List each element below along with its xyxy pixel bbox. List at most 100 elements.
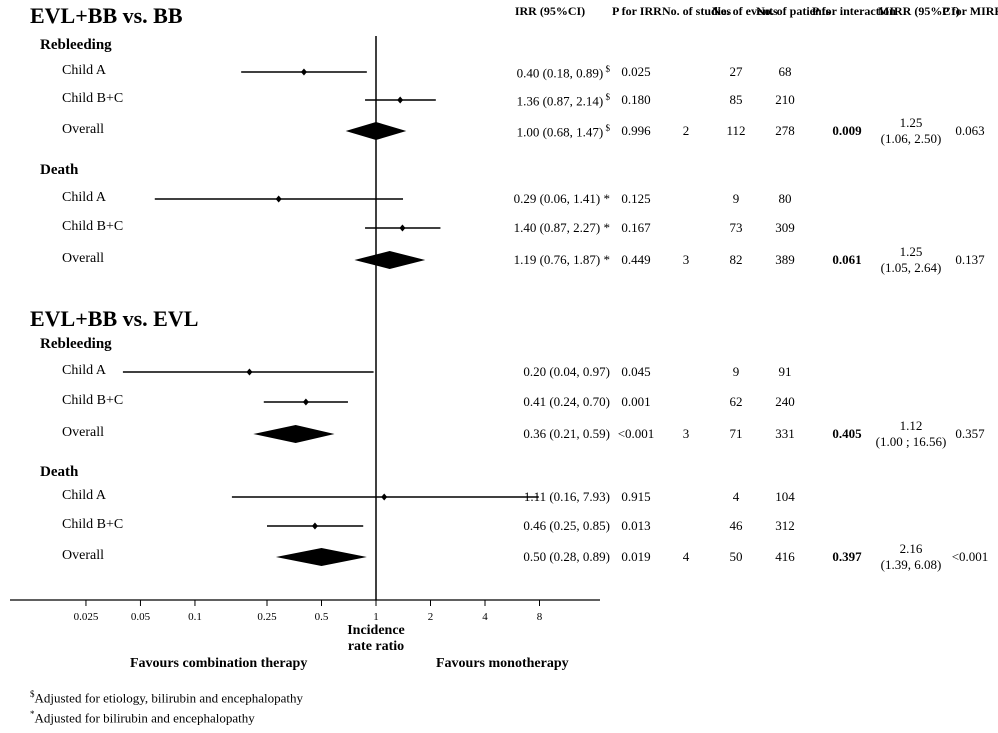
ci-text: 1.00 (0.68, 1.47) $ <box>440 123 610 140</box>
row-label: Overall <box>62 425 104 440</box>
header-studies-text: No. of studies <box>662 4 732 18</box>
section-title: EVL+BB vs. EVL <box>30 306 199 331</box>
header-irr: IRR (95%CI) <box>510 4 590 18</box>
ci-value: 1.11 (0.16, 7.93) <box>523 489 610 504</box>
events-cell: 82 <box>729 252 743 267</box>
favours-left-label: Favours combination therapy <box>130 656 308 671</box>
events-cell: 85 <box>729 92 743 107</box>
p-irr-cell: 0.013 <box>621 518 651 533</box>
p-irr-cell: 0.915 <box>621 489 651 504</box>
patients-cell: 240 <box>775 394 795 409</box>
ci-text: 0.36 (0.21, 0.59) <box>440 426 610 442</box>
events-cell: 62 <box>729 394 743 409</box>
patients-cell: 416 <box>775 549 795 564</box>
group-title: Death <box>40 464 79 480</box>
header-patients-text: No. of patients <box>756 4 831 18</box>
ci-text: 1.36 (0.87, 2.14) $ <box>440 92 610 109</box>
p-interaction-cell: 0.009 <box>832 123 862 138</box>
header-studies: No. of studies <box>662 4 731 18</box>
events-cell: 112 <box>726 123 746 138</box>
row-label: Child A <box>62 63 106 78</box>
point-estimate <box>246 368 253 376</box>
p-irr-cell: 0.996 <box>621 123 651 138</box>
footnote-2: *Adjusted for bilirubin and encephalopat… <box>30 709 255 726</box>
p-interaction-cell: 0.061 <box>832 252 862 267</box>
ci-value: 0.40 (0.18, 0.89) <box>516 65 604 81</box>
header-p-irr-text: P for IRR <box>612 4 662 18</box>
adjustment-mark: * <box>600 220 611 235</box>
header-p-irr: P for IRR <box>612 4 662 18</box>
mirr-ci: (1.00 ; 16.56) <box>875 434 947 449</box>
mirr-cell: 1.25 (1.06, 2.50) <box>872 115 950 147</box>
x-tick-label: 0.025 <box>74 611 99 623</box>
favours-right-label: Favours monotherapy <box>436 656 569 671</box>
adjustment-mark: $ <box>603 123 611 133</box>
ci-text: 0.29 (0.06, 1.41) * <box>440 191 610 207</box>
p-irr-cell: 0.001 <box>621 394 651 409</box>
p-interaction-cell: 0.397 <box>832 549 862 564</box>
mirr-value: 1.12 <box>899 418 923 433</box>
ci-text: 0.41 (0.24, 0.70) <box>440 394 610 410</box>
studies-cell: 3 <box>682 252 690 267</box>
p-irr-cell: 0.449 <box>621 252 651 267</box>
studies-cell: 3 <box>682 426 690 441</box>
point-estimate <box>302 398 309 406</box>
pooled-diamond <box>354 251 426 269</box>
row-label: Child B+C <box>62 517 124 532</box>
p-irr-cell: 0.045 <box>621 364 651 379</box>
x-tick-label: 4 <box>482 611 488 623</box>
adjustment-mark: $ <box>603 92 611 102</box>
p-irr-cell: 0.125 <box>621 191 651 206</box>
header-events-text: No. of events <box>712 4 778 18</box>
ci-value: 1.36 (0.87, 2.14) <box>516 93 604 109</box>
x-tick-label: 1 <box>373 611 379 623</box>
mirr-ci: (1.06, 2.50) <box>880 131 942 146</box>
footnote-1: $Adjusted for etiology, bilirubin and en… <box>30 689 303 706</box>
p-irr-cell: 0.019 <box>621 549 651 564</box>
p-irr-cell: <0.001 <box>617 426 655 441</box>
adjustment-mark: $ <box>603 64 611 74</box>
mirr-ci: (1.39, 6.08) <box>880 557 942 572</box>
p-mirr-cell: 0.137 <box>955 252 985 267</box>
events-cell: 71 <box>729 426 743 441</box>
row-label: Child A <box>62 190 106 205</box>
ci-value: 0.46 (0.25, 0.85) <box>523 518 610 533</box>
section-title: EVL+BB vs. BB <box>30 3 183 28</box>
p-mirr-cell: 0.357 <box>955 426 985 441</box>
mirr-cell: 1.12 (1.00 ; 16.56) <box>872 418 950 450</box>
footnote-1-text: Adjusted for etiology, bilirubin and enc… <box>34 690 303 706</box>
events-cell: 73 <box>729 220 743 235</box>
studies-cell: 4 <box>682 549 690 564</box>
p-irr-cell: 0.025 <box>621 64 651 79</box>
p-irr-cell: 0.180 <box>621 92 651 107</box>
point-estimate <box>399 224 406 232</box>
group-title: Rebleeding <box>40 37 112 53</box>
header-patients: No. of patients <box>756 4 830 18</box>
footnote-2-text: Adjusted for bilirubin and encephalopath… <box>34 710 255 726</box>
point-estimate <box>300 68 307 76</box>
header-p-mirr: P for MIRR <box>942 4 998 18</box>
ci-text: 0.20 (0.04, 0.97) <box>440 364 610 380</box>
x-axis-label: Incidence rate ratio <box>347 623 405 654</box>
row-label: Child B+C <box>62 219 124 234</box>
row-label: Overall <box>62 122 104 137</box>
ci-value: 0.20 (0.04, 0.97) <box>523 364 610 379</box>
mirr-ci: (1.05, 2.64) <box>880 260 942 275</box>
p-mirr-cell: <0.001 <box>951 549 989 564</box>
adjustment-mark: * <box>600 191 611 206</box>
events-cell: 9 <box>732 191 740 206</box>
pooled-diamond <box>253 425 335 443</box>
patients-cell: 104 <box>775 489 795 504</box>
x-tick-label: 0.05 <box>131 611 151 623</box>
pooled-diamond <box>275 548 367 566</box>
header-irr-text: IRR (95%CI) <box>514 4 586 18</box>
row-label: Child B+C <box>62 91 124 106</box>
patients-cell: 210 <box>775 92 795 107</box>
ci-value: 0.36 (0.21, 0.59) <box>523 426 610 441</box>
ci-text: 1.19 (0.76, 1.87) * <box>440 252 610 268</box>
ci-value: 1.00 (0.68, 1.47) <box>516 124 604 140</box>
ci-text: 0.40 (0.18, 0.89) $ <box>440 64 610 81</box>
p-interaction-cell: 0.405 <box>832 426 862 441</box>
studies-cell: 2 <box>682 123 690 138</box>
